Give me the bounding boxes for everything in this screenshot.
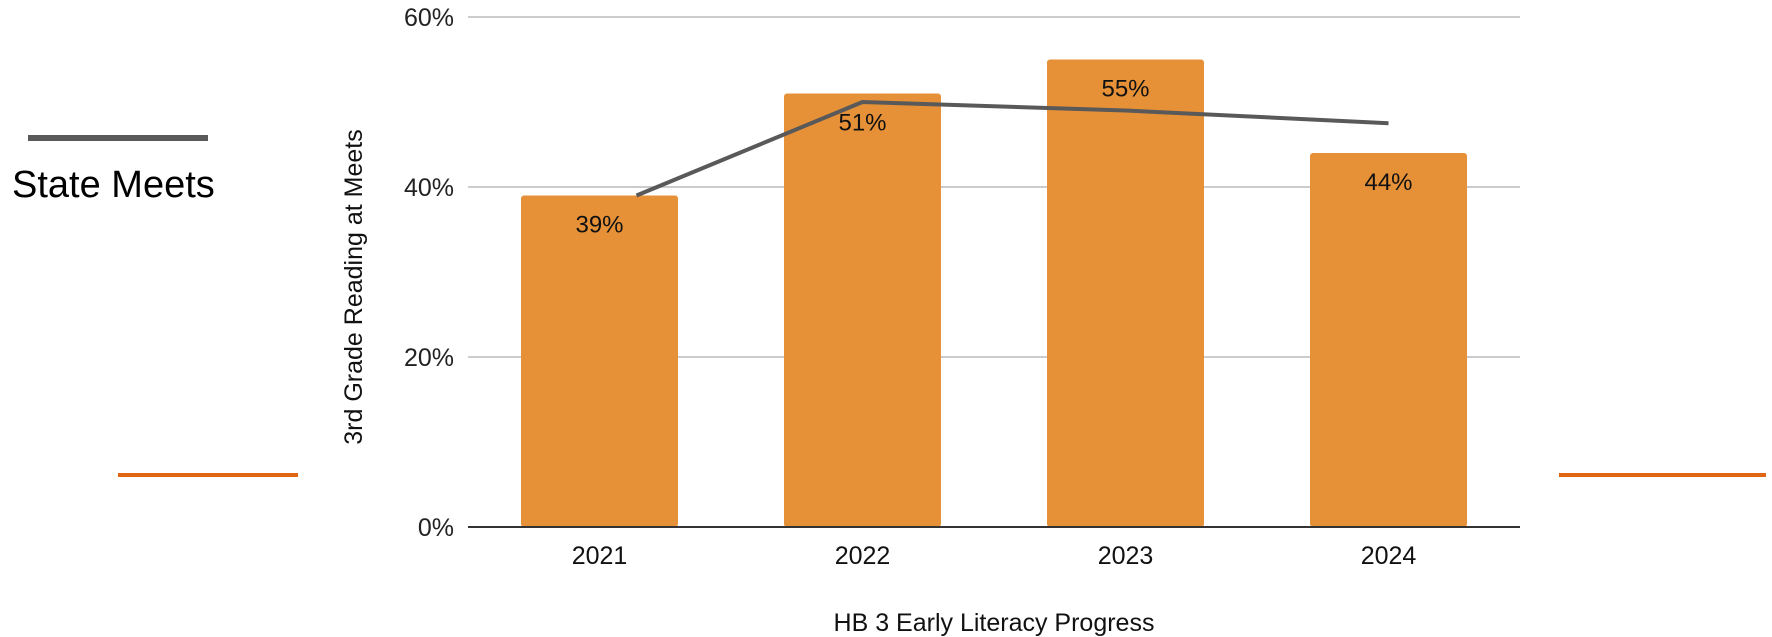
labels-layer: 39% 51% 55% 44% <box>575 76 1412 239</box>
bar-data-label: 39% <box>575 212 623 239</box>
y-axis-title: 3rd Grade Reading at Meets <box>340 129 368 444</box>
bar-data-label: 51% <box>838 110 886 137</box>
y-tick-label: 60% <box>404 4 454 32</box>
bar <box>784 93 941 527</box>
line-series-state-meets <box>635 100 1389 198</box>
x-tick-label: 2022 <box>835 542 891 570</box>
y-tick-label: 40% <box>404 174 454 202</box>
x-axis-title: HB 3 Early Literacy Progress <box>834 609 1155 637</box>
x-tick-label: 2023 <box>1098 542 1154 570</box>
bar <box>521 195 678 527</box>
y-tick-label: 20% <box>404 344 454 372</box>
bars-layer <box>521 59 1467 527</box>
legend-label-state-meets: State Meets <box>12 164 215 206</box>
bar <box>1310 153 1467 527</box>
axis-layer: 0% 20% 40% 60% 2021 2022 2023 2024 HB 3 Early Li… <box>340 4 1520 637</box>
bar-data-label: 55% <box>1101 76 1149 103</box>
bar-data-label: 44% <box>1364 169 1412 196</box>
decor-layer <box>28 135 1766 477</box>
y-tick-label: 0% <box>418 514 454 542</box>
x-tick-label: 2024 <box>1361 542 1417 570</box>
bar <box>1047 59 1204 527</box>
x-tick-label: 2021 <box>572 542 628 570</box>
line-layer <box>635 100 1389 198</box>
